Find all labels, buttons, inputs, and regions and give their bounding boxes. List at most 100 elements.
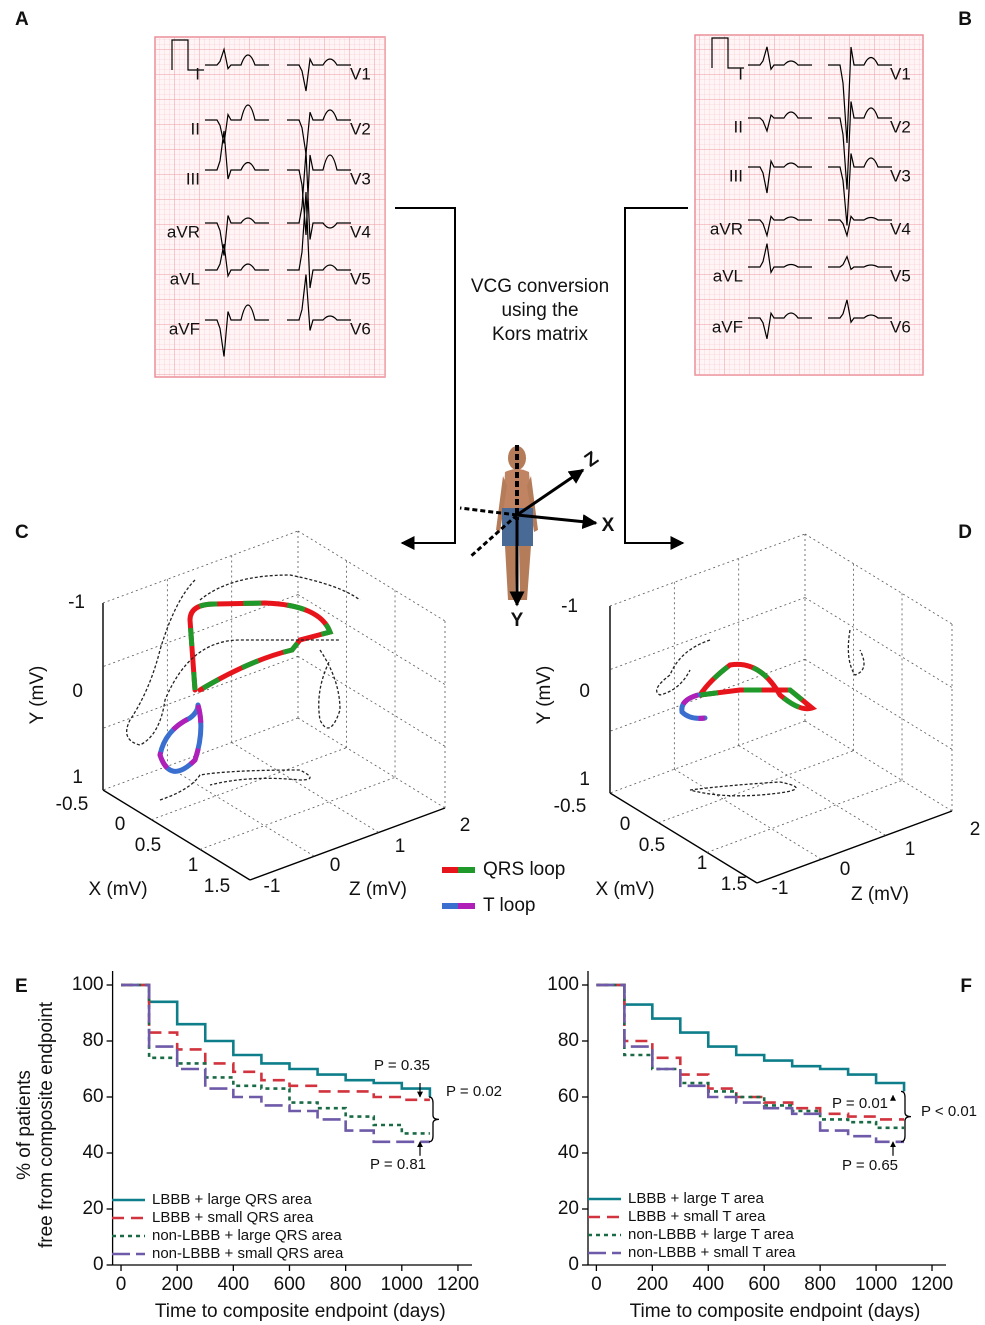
body-axis	[469, 513, 518, 559]
survival-curve	[121, 983, 430, 1102]
y-tick-label: 0	[93, 1254, 104, 1275]
survival-curve	[596, 983, 905, 1130]
x-tick-label: -0.5	[554, 796, 587, 817]
panel-label: E	[15, 976, 28, 997]
calibration-pulse	[171, 39, 204, 71]
legend-label: LBBB + small QRS area	[152, 1209, 314, 1226]
box-gridline	[804, 658, 953, 750]
z-tick-label: 1	[905, 839, 916, 860]
lead-label: V1	[350, 64, 371, 83]
lead-label: III	[186, 169, 200, 188]
p-value: P = 0.02	[446, 1083, 502, 1100]
x-tick-label: 400	[217, 1274, 249, 1295]
ecg-trace	[287, 191, 351, 289]
panel-label: B	[958, 9, 972, 30]
survival-curve	[596, 983, 905, 1144]
ecg-trace	[828, 153, 892, 226]
lead-label: V2	[350, 119, 371, 138]
p-value: P = 0.35	[374, 1057, 430, 1074]
conversion-text: VCG conversion	[471, 276, 609, 297]
ecg-trace	[748, 111, 812, 133]
lead-label: V6	[890, 317, 911, 336]
box-gridline	[804, 720, 953, 812]
axis-title: X (mV)	[88, 879, 147, 900]
comparison-brace	[428, 1096, 440, 1143]
y-axis-title: % of patients	[14, 1070, 35, 1180]
ecg-trace	[205, 130, 269, 180]
x-tick-label: 1200	[911, 1274, 953, 1295]
ecg-trace	[287, 274, 351, 331]
box-gridline	[151, 747, 347, 821]
x-tick-label: 400	[692, 1274, 724, 1295]
lead-label: V5	[350, 269, 371, 288]
legend-label: non-LBBB + small T area	[628, 1244, 796, 1261]
x-tick-label: 600	[748, 1274, 780, 1295]
box-gridline	[609, 533, 806, 607]
body-axis	[516, 513, 598, 530]
x-tick-label: 0	[115, 814, 126, 835]
ecg-trace	[205, 215, 269, 256]
x-axis-title: Time to composite endpoint (days)	[155, 1301, 446, 1322]
y-tick-label: 60	[558, 1086, 579, 1107]
ecg-trace	[748, 46, 812, 71]
z-tick-label: 0	[330, 855, 341, 876]
x-tick-label: 1000	[855, 1274, 897, 1295]
lead-label: V2	[890, 117, 911, 136]
x-tick-label: 800	[330, 1274, 362, 1295]
box-gridline	[297, 655, 446, 747]
p-value: P = 0.01	[832, 1095, 888, 1112]
lead-label: V3	[350, 169, 371, 188]
x-tick-label: -0.5	[56, 794, 89, 815]
loop-projection	[656, 629, 865, 797]
ecg-trace	[748, 243, 812, 275]
x-axis-title: Time to composite endpoint (days)	[630, 1301, 921, 1322]
x-tick-label: 0.5	[135, 835, 161, 856]
lead-label: aVF	[712, 317, 743, 336]
conversion-text: using the	[501, 300, 578, 321]
z-tick-label: -1	[264, 876, 281, 897]
connector-arrow	[395, 207, 456, 550]
y-axis-title: free from composite endpoint	[36, 1001, 57, 1248]
legend-label: LBBB + large T area	[628, 1190, 764, 1207]
z-tick-label: 1	[395, 836, 406, 857]
y-tick-label: 1	[72, 767, 83, 788]
x-tick-label: 0	[591, 1274, 602, 1295]
box-axis	[756, 810, 953, 884]
legend-label: T loop	[483, 895, 535, 916]
z-tick-label: 0	[840, 859, 851, 880]
survival-curve	[121, 983, 432, 1097]
panel-label: F	[960, 976, 972, 997]
lead-label: V1	[890, 64, 911, 83]
ecg-trace	[205, 47, 269, 70]
y-tick-label: 60	[82, 1086, 103, 1107]
box-axis	[102, 789, 251, 881]
lead-label: V6	[350, 319, 371, 338]
p-value: P = 0.81	[370, 1156, 426, 1173]
box-gridline	[674, 768, 822, 860]
ecg-trace	[748, 215, 812, 238]
y-tick-label: 20	[558, 1198, 579, 1219]
y-tick-label: 0	[72, 681, 83, 702]
x-tick-label: 200	[161, 1274, 193, 1295]
y-tick-label: 100	[547, 974, 579, 995]
x-tick-label: 0	[116, 1274, 127, 1295]
lead-label: V4	[350, 222, 371, 241]
axis-letter: Y	[511, 610, 524, 631]
box-gridline	[658, 750, 854, 824]
x-tick-label: 200	[636, 1274, 668, 1295]
legend-label: LBBB + small T area	[628, 1208, 766, 1225]
x-tick-label: 1200	[437, 1274, 479, 1295]
lead-label: I	[195, 64, 200, 83]
loop-projection	[199, 574, 361, 729]
calibration-pulse	[711, 37, 744, 69]
box-gridline	[167, 765, 315, 857]
box-gridline	[804, 533, 953, 625]
box-axis	[249, 807, 446, 881]
lead-label: aVL	[170, 269, 200, 288]
z-tick-label: 2	[970, 819, 981, 840]
lead-label: aVR	[167, 222, 200, 241]
box-gridline	[297, 717, 446, 809]
box-axis	[609, 792, 758, 884]
